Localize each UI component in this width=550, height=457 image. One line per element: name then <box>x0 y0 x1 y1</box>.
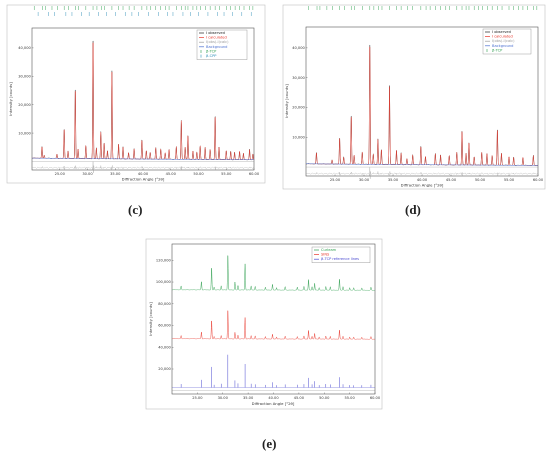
c-series-background <box>31 157 255 160</box>
d-x-tick-label: 35.00 <box>388 178 399 182</box>
caption-c: (c) <box>128 202 143 217</box>
panel-d-x-ticks: 25.00 30.00 35.00 40.00 45.00 50.00 55.00 60.00 <box>330 174 544 182</box>
e-x-tick-label: 30.00 <box>218 396 229 400</box>
d-series-background <box>305 163 539 166</box>
d-x-tick-label: 55.00 <box>504 178 515 182</box>
e-x-tick-label: 40.00 <box>268 396 279 400</box>
c-x-tick-label: 25.00 <box>55 172 66 176</box>
d-legend-label: I observed <box>492 30 511 34</box>
caption-d: (d) <box>405 202 421 217</box>
panel-c-x-ticks: 25.00 30.00 35.00 40.00 45.00 50.00 55.00 60.00 <box>55 168 260 176</box>
c-series-difference <box>31 161 255 173</box>
c-x-tick-label: 55.00 <box>221 172 232 176</box>
d-y-tick-label: 30,000 <box>292 76 305 80</box>
e-x-tick-label: 55.00 <box>344 396 355 400</box>
panel-d-x-axis-title: Diffraction Angle [°2θ] <box>401 183 444 188</box>
panel-d-y-axis-title: Intensity [counts] <box>284 84 289 118</box>
e-legend-label: SINS <box>321 253 330 257</box>
c-x-tick-label: 40.00 <box>138 172 149 176</box>
c-legend-label: Background <box>206 45 227 49</box>
d-legend-label: I(obs)-I(calc) <box>492 39 515 43</box>
panel-c-marks <box>31 6 255 173</box>
e-x-tick-label: 25.00 <box>192 396 203 400</box>
c-x-tick-label: 45.00 <box>166 172 177 176</box>
panel-d-y-ticks: 10,000 20,000 30,000 40,000 <box>292 46 308 139</box>
panel-c-x-axis-title: Diffraction Angle [°2θ] <box>122 177 165 182</box>
e-y-tick-label: 80,000 <box>158 302 171 306</box>
c-x-tick-label: 30.00 <box>82 172 93 176</box>
panel-c: 25.00 30.00 35.00 40.00 45.00 50.00 55.00 60.00… <box>6 4 266 184</box>
e-legend-box <box>311 246 371 264</box>
e-x-tick-label: 50.00 <box>319 396 330 400</box>
c-y-tick-label: 20,000 <box>18 103 31 107</box>
d-y-tick-label: 10,000 <box>292 135 305 139</box>
d-x-tick-label: 40.00 <box>417 178 428 182</box>
e-y-tick-label: 20,000 <box>158 367 171 371</box>
e-y-tick-label: 40,000 <box>158 345 171 349</box>
e-y-tick-label: 100,000 <box>156 280 172 284</box>
c-y-tick-label: 30,000 <box>18 74 31 78</box>
c-y-tick-label: 10,000 <box>18 131 31 135</box>
panel-e-plot-area <box>171 243 376 395</box>
d-legend-label: β-TCP <box>492 48 503 52</box>
e-y-tick-label: 60,000 <box>158 324 171 328</box>
e-legend-label: Curleam <box>321 248 337 252</box>
c-x-tick-label: 60.00 <box>249 172 260 176</box>
c-x-tick-label: 50.00 <box>193 172 204 176</box>
c-legend-label: I(obs)-I(calc) <box>206 40 229 44</box>
e-y-tick-label: 120,000 <box>156 259 172 263</box>
d-x-tick-label: 30.00 <box>359 178 370 182</box>
panel-c-y-ticks: 10,000 20,000 30,000 40,000 <box>18 46 34 135</box>
e-x-tick-label: 60.00 <box>370 396 381 400</box>
caption-e: (e) <box>262 436 277 451</box>
c-legend-label: β-TCP <box>206 49 217 53</box>
e-legend-label: β-TCP reference lines <box>321 257 359 261</box>
c-legend-label: I calculated <box>206 36 227 40</box>
e-x-tick-label: 35.00 <box>243 396 254 400</box>
c-legend-box <box>196 29 248 60</box>
panel-e-x-axis-title: Diffraction Angle [°2θ] <box>252 401 295 406</box>
panel-e-y-axis-title: Intensity [counts] <box>148 302 153 336</box>
panel-e-marks <box>171 255 376 391</box>
panel-c-y-axis-title: Intensity [counts] <box>8 82 13 116</box>
c-legend-label: β-CPP <box>206 54 217 58</box>
d-x-tick-label: 60.00 <box>533 178 544 182</box>
panel-d: 25.00 30.00 35.00 40.00 45.00 50.00 55.00 60.00… <box>282 4 546 190</box>
e-x-tick-label: 45.00 <box>294 396 305 400</box>
c-x-tick-label: 35.00 <box>110 172 121 176</box>
panel-d-marks <box>305 6 539 179</box>
d-x-tick-label: 25.00 <box>330 178 341 182</box>
d-x-tick-label: 50.00 <box>475 178 486 182</box>
e-series-curleam <box>172 255 376 291</box>
d-series-difference <box>305 167 539 179</box>
d-legend-label: I calculated <box>492 35 513 39</box>
panel-e-x-ticks: 25.00 30.00 35.00 40.00 45.00 50.00 55.00 60.00 <box>192 392 381 400</box>
c-legend-label: I observed <box>206 31 225 35</box>
d-y-tick-label: 20,000 <box>292 106 305 110</box>
d-legend-label: Background <box>492 44 513 48</box>
c-y-tick-label: 40,000 <box>18 46 31 50</box>
d-x-tick-label: 45.00 <box>446 178 457 182</box>
d-y-tick-label: 40,000 <box>292 46 305 50</box>
panel-e: 25.00 30.00 35.00 40.00 45.00 50.00 55.00 60.00… <box>145 238 383 410</box>
panel-e-y-ticks: 20,000 40,000 60,000 80,000 100,000 120,000 <box>156 259 174 371</box>
e-series-sins <box>171 310 376 340</box>
d-legend-box <box>482 28 532 55</box>
